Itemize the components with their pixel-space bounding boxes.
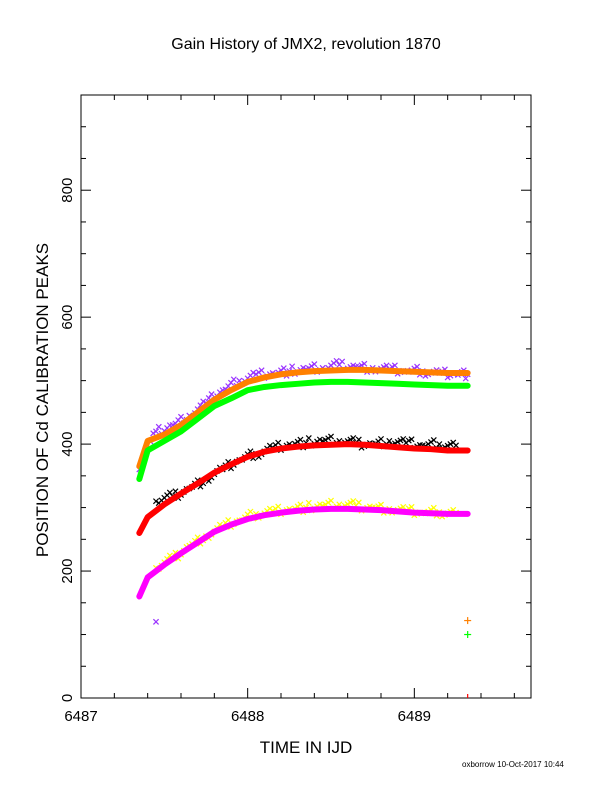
series-0-point <box>333 357 340 364</box>
outlier-point <box>464 631 472 639</box>
series-0-point <box>250 369 257 376</box>
series-5-point <box>408 503 415 510</box>
series-3-point <box>386 437 393 444</box>
series-5-point <box>275 503 282 510</box>
y-tick-label: 600 <box>59 305 76 330</box>
series-3-point <box>327 433 335 440</box>
series-1-line <box>136 366 471 470</box>
footer-credit: oxborrow 10-Oct-2017 10:44 <box>462 760 564 769</box>
series-0-point <box>230 376 237 383</box>
axis-tick-labels: 6487 6488 6489 0 200 400 600 800 <box>59 178 431 725</box>
y-axis-title: POSITION OF Cd CALIBRATION PEAKS <box>33 243 52 557</box>
x-tick-label: 6488 <box>231 708 264 725</box>
series-5-point <box>350 497 357 505</box>
series-5-point <box>225 517 232 524</box>
series-3-point <box>322 437 329 444</box>
series-5-point <box>377 501 385 508</box>
series-5-point <box>247 508 254 515</box>
series-0-point <box>280 365 287 372</box>
series-3-point <box>408 436 415 443</box>
series-0-point <box>361 360 368 367</box>
series-0-point <box>462 375 469 382</box>
y-tick-label: 200 <box>59 559 76 584</box>
series-3-point <box>350 435 357 442</box>
series-0-point <box>177 413 185 420</box>
outlier-point <box>152 618 160 625</box>
series-3-point <box>152 498 160 505</box>
series-3-point <box>436 441 443 448</box>
x-tick-label: 6489 <box>398 708 431 725</box>
series-0-point <box>258 367 265 374</box>
axis-ticks <box>80 94 531 699</box>
series-3-point <box>305 435 312 442</box>
series-3-point <box>297 436 304 443</box>
data-series <box>136 357 472 698</box>
series-0-point <box>383 362 390 369</box>
series-0-point <box>339 358 346 365</box>
series-0-point <box>289 363 296 370</box>
series-4-line <box>136 441 471 536</box>
x-tick-label: 6487 <box>64 708 97 725</box>
series-3-point <box>400 435 407 442</box>
series-3-point <box>447 441 454 448</box>
series-0-point <box>414 363 421 370</box>
series-5-point <box>400 503 407 510</box>
series-3-point <box>452 442 460 449</box>
series-5-point <box>297 501 304 508</box>
x-axis-title: TIME IN IJD <box>260 738 353 757</box>
series-3-point <box>377 435 385 442</box>
series-5-point <box>347 499 354 506</box>
series-6-line <box>136 505 471 600</box>
series-2-line <box>136 378 471 483</box>
series-3-point <box>275 439 282 446</box>
series-0-point <box>311 361 318 368</box>
outlier-point <box>464 617 472 625</box>
series-5-point <box>327 497 335 504</box>
series-3-point <box>355 436 362 443</box>
y-tick-label: 800 <box>59 178 76 203</box>
chart-title: Gain History of JMX2, revolution 1870 <box>171 36 441 53</box>
y-tick-label: 0 <box>59 694 76 702</box>
series-0-point <box>155 423 162 430</box>
series-3-point <box>325 435 332 442</box>
series-3-point <box>430 437 437 444</box>
y-tick-label: 400 <box>59 432 76 457</box>
series-0-point <box>391 362 398 369</box>
series-5-point <box>355 499 362 506</box>
series-5-point <box>305 499 312 506</box>
series-0-point <box>152 428 160 435</box>
series-0-point <box>208 391 215 398</box>
series-5-point <box>430 504 437 511</box>
plot-frame <box>80 94 532 699</box>
